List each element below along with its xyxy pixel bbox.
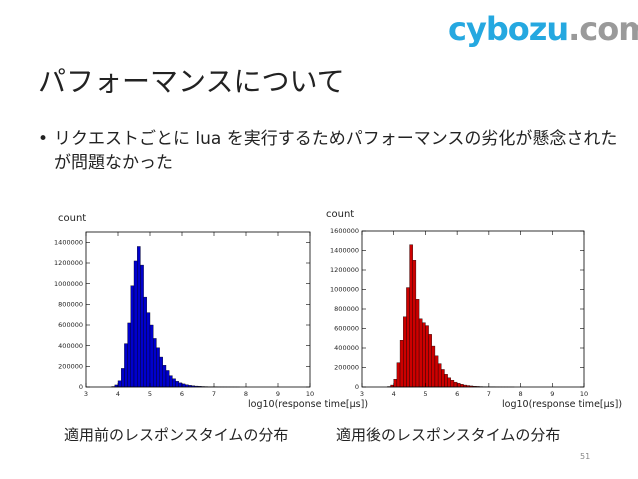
- x-tick-label: 7: [212, 390, 216, 398]
- histogram-bar: [422, 322, 426, 388]
- histogram-bar: [403, 316, 407, 388]
- chart-after-ylabel: count: [326, 209, 355, 220]
- cybozu-logo: cybozu.com: [448, 10, 638, 48]
- y-tick-label: 1400000: [54, 239, 83, 247]
- y-tick-label: 200000: [58, 363, 83, 371]
- x-tick-label: 6: [455, 390, 459, 398]
- y-tick-label: 1400000: [330, 247, 359, 255]
- histogram-bar: [406, 287, 410, 388]
- plot-frame: [85, 231, 311, 388]
- y-tick-label: 1600000: [330, 227, 359, 235]
- x-tick-label: 6: [180, 390, 184, 398]
- x-tick-label: 5: [423, 390, 427, 398]
- x-tick-label: 10: [580, 390, 588, 398]
- histogram-bar: [441, 369, 445, 388]
- x-tick-label: 3: [84, 390, 88, 398]
- bullet-text: リクエストごとに lua を実行するためパフォーマンスの劣化が懸念されたが問題な…: [54, 129, 618, 173]
- histogram-bar: [431, 345, 436, 388]
- chart-before-caption: 適用前のレスポンスタイムの分布: [64, 426, 289, 444]
- y-tick-label: 1200000: [330, 266, 359, 274]
- histogram-bar: [428, 334, 432, 388]
- chart-before-xlabel: log10(response time[µs]): [248, 399, 369, 410]
- histogram-bar: [437, 363, 442, 388]
- histogram-bar: [450, 379, 455, 388]
- x-tick-label: 5: [148, 390, 152, 398]
- chart-after-xlabel: log10(response time[µs]): [502, 399, 623, 410]
- y-tick-label: 600000: [58, 321, 83, 329]
- chart-before-ylabel: count: [58, 213, 87, 224]
- x-tick-label: 4: [116, 390, 120, 398]
- chart-after-caption: 適用後のレスポンスタイムの分布: [336, 426, 561, 444]
- histogram-bar: [399, 340, 404, 388]
- histogram-bar: [447, 377, 451, 388]
- bullet-item: • リクエストごとに lua を実行するためパフォーマンスの劣化が懸念されたが問…: [38, 127, 618, 175]
- histogram-bar: [453, 381, 458, 388]
- y-tick-label: 400000: [58, 342, 83, 350]
- x-tick-label: 8: [244, 390, 248, 398]
- histogram-bar: [456, 383, 461, 388]
- histogram-bar: [418, 318, 423, 388]
- page-number: 51: [580, 452, 591, 461]
- bullet-marker: •: [38, 129, 49, 149]
- histogram-bar: [425, 325, 429, 388]
- y-tick-label: 600000: [334, 325, 359, 333]
- histogram-bar: [409, 244, 413, 388]
- slide-title: パフォーマンスについて: [38, 65, 345, 98]
- y-tick-label: 1000000: [54, 280, 83, 288]
- x-tick-label: 9: [550, 390, 554, 398]
- x-tick-label: 7: [487, 390, 491, 398]
- y-tick-label: 800000: [334, 305, 359, 313]
- histogram-bar: [460, 384, 464, 388]
- y-tick-label: 0: [79, 383, 83, 391]
- x-tick-label: 4: [392, 390, 396, 398]
- x-tick-label: 9: [276, 390, 280, 398]
- histogram-bar: [444, 374, 448, 388]
- y-tick-label: 1000000: [330, 286, 359, 294]
- y-tick-label: 800000: [58, 301, 83, 309]
- x-tick-label: 10: [306, 390, 314, 398]
- histogram-bar: [412, 260, 417, 388]
- y-tick-label: 0: [355, 383, 359, 391]
- y-tick-label: 1200000: [54, 259, 83, 267]
- histogram-bar: [393, 379, 398, 388]
- histogram-bar: [415, 299, 420, 388]
- histogram-bar: [396, 362, 401, 388]
- x-tick-label: 3: [360, 390, 364, 398]
- histogram-bar: [434, 355, 439, 388]
- y-tick-label: 400000: [334, 344, 359, 352]
- plot-frame: [361, 230, 585, 388]
- y-tick-label: 200000: [334, 364, 359, 372]
- x-tick-label: 8: [519, 390, 523, 398]
